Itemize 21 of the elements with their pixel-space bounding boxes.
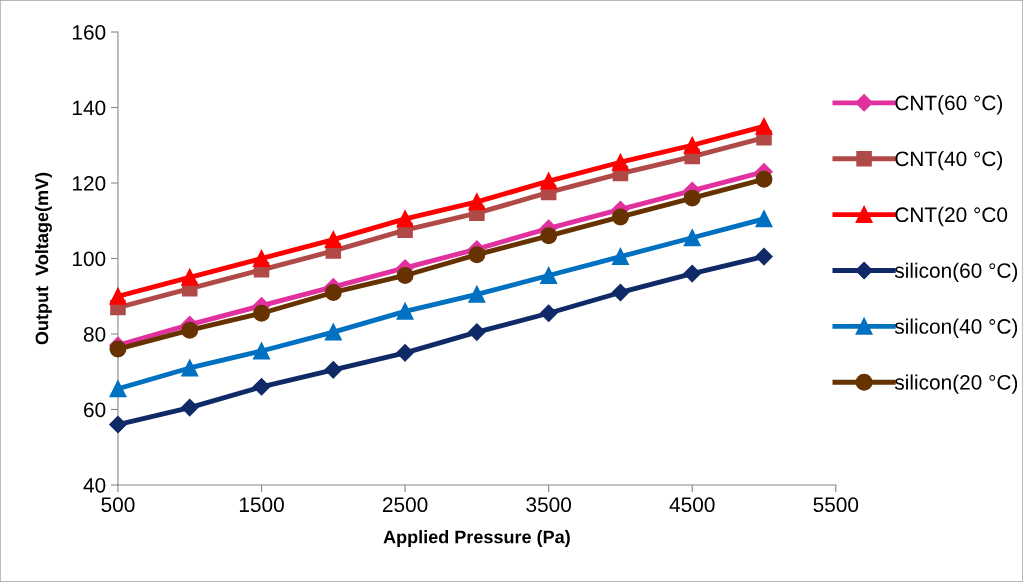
y-tick-label: 80 bbox=[83, 326, 106, 342]
y-tick-label: 40 bbox=[83, 477, 106, 493]
legend-label: CNT(20 °C0 bbox=[895, 206, 1008, 227]
x-tick-label: 3500 bbox=[526, 497, 572, 513]
x-tick-label: 4500 bbox=[669, 497, 715, 513]
x-tick-label: 500 bbox=[101, 497, 135, 513]
legend-label: CNT(40 °C) bbox=[895, 150, 1003, 171]
x-axis-title: Applied Pressure (Pa) bbox=[383, 530, 570, 547]
y-tick-label: 100 bbox=[72, 251, 106, 267]
legend-label: CNT(60 °C) bbox=[895, 95, 1003, 115]
x-tick-label: 5500 bbox=[813, 497, 859, 513]
x-tick-label: 2500 bbox=[382, 497, 428, 513]
y-tick-label: 60 bbox=[84, 402, 106, 418]
x-tick-label: 1500 bbox=[239, 497, 284, 513]
y-tick-label: 140 bbox=[72, 100, 106, 116]
legend-label: silicon(20 °C) bbox=[894, 374, 1018, 394]
legend-label: silicon(40 °C) bbox=[894, 318, 1018, 338]
y-axis-title: Output Voltage(mV) bbox=[35, 172, 52, 345]
y-tick-label: 160 bbox=[72, 25, 106, 40]
legend-label: silicon(60 °C) bbox=[894, 262, 1018, 283]
y-tick-label: 120 bbox=[72, 176, 106, 191]
